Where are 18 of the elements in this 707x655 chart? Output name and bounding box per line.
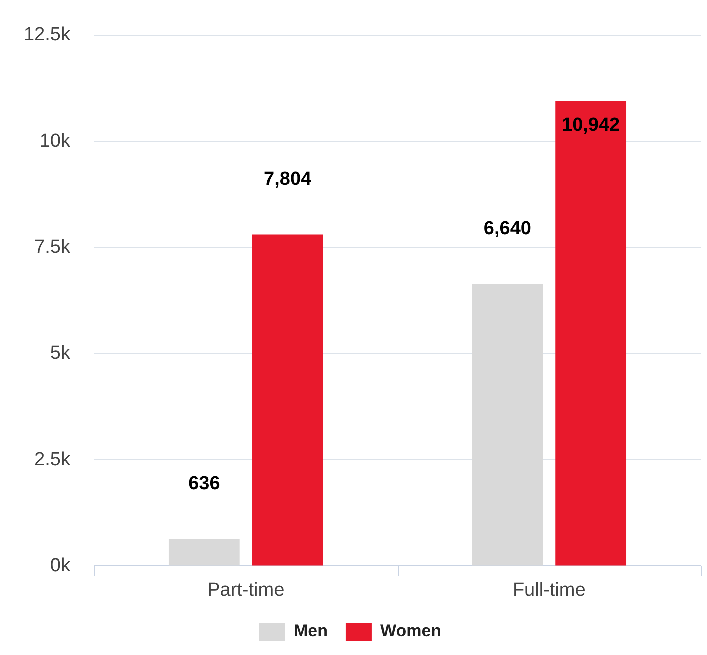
y-tick-label: 10k bbox=[40, 130, 71, 152]
x-tick-label: Full-time bbox=[512, 580, 586, 601]
bar bbox=[472, 284, 544, 566]
data-label: 636 bbox=[188, 473, 220, 494]
data-label: 6,640 bbox=[484, 218, 532, 240]
y-tick-label: 12.5k bbox=[24, 24, 71, 46]
x-tick-label: Part-time bbox=[208, 580, 285, 601]
legend-label: Men bbox=[294, 622, 328, 641]
legend-label: Women bbox=[380, 622, 442, 641]
y-tick-label: 7.5k bbox=[34, 236, 71, 258]
y-tick-label: 2.5k bbox=[34, 449, 71, 470]
data-label: 7,804 bbox=[264, 169, 312, 190]
data-label: 10,942 bbox=[562, 114, 620, 136]
bar bbox=[252, 234, 324, 566]
y-tick-label: 0k bbox=[50, 555, 71, 576]
bar bbox=[556, 102, 627, 566]
y-tick-label: 5k bbox=[50, 343, 71, 364]
bar bbox=[168, 539, 240, 566]
